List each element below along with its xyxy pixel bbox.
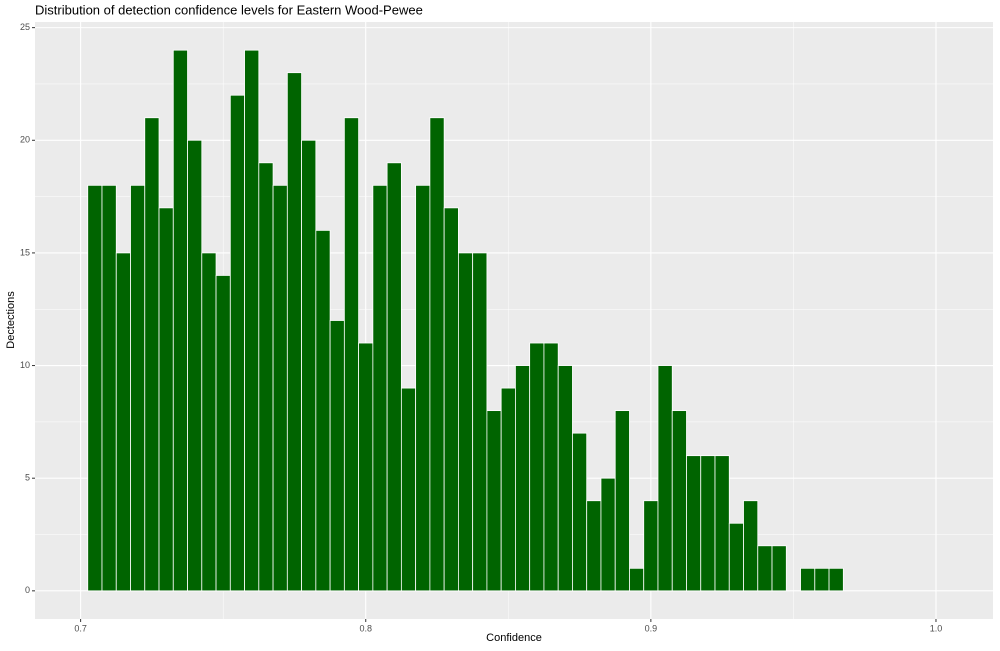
bar (500, 387, 516, 592)
bar (714, 455, 730, 592)
y-tick-label: 10 (20, 360, 30, 370)
bar (529, 342, 545, 592)
bar (771, 545, 787, 592)
y-tick-label: 25 (20, 22, 30, 32)
bar (472, 252, 488, 592)
bar (258, 162, 274, 592)
bar (415, 184, 431, 592)
bar (229, 94, 245, 592)
bar (358, 342, 374, 592)
bar (158, 207, 174, 592)
bar (728, 522, 744, 592)
bar (144, 117, 160, 592)
bar (130, 184, 146, 592)
bar (629, 567, 645, 592)
y-axis-label: Dectections (5, 291, 17, 349)
bar (515, 365, 531, 592)
bar (814, 567, 830, 592)
y-tick-label: 0 (25, 585, 30, 595)
bar (671, 410, 687, 592)
x-tick-label: 1.0 (930, 623, 943, 633)
bar (572, 432, 588, 592)
bar (244, 49, 260, 592)
bar (586, 500, 602, 592)
bar (400, 387, 417, 592)
y-tick-label: 5 (25, 473, 30, 483)
bar (543, 342, 559, 592)
y-tick-label: 20 (20, 135, 30, 145)
bar (828, 567, 844, 592)
bar (486, 410, 502, 592)
bar (272, 184, 288, 592)
bar (101, 184, 117, 592)
bar (557, 365, 573, 592)
bar (87, 184, 103, 592)
bar (700, 455, 716, 592)
bar (115, 252, 131, 592)
bar (301, 139, 317, 592)
bar (600, 477, 616, 592)
bar (614, 410, 630, 592)
bar (187, 139, 203, 592)
bar (743, 500, 759, 592)
chart-title: Distribution of detection confidence lev… (35, 2, 423, 17)
x-tick-label: 0.8 (359, 623, 372, 633)
bar (386, 162, 402, 592)
bar (657, 365, 673, 592)
bar (315, 229, 331, 592)
bar (643, 500, 659, 592)
bar (458, 252, 474, 592)
bar (443, 207, 459, 592)
bar (686, 455, 702, 592)
bar (286, 72, 302, 592)
bar (800, 567, 816, 592)
bar (329, 320, 345, 592)
x-tick-label: 0.9 (645, 623, 658, 633)
bar (429, 117, 445, 592)
x-tick-label: 0.7 (74, 623, 87, 633)
bar (757, 545, 773, 592)
y-tick-label: 15 (20, 247, 30, 257)
bar (372, 184, 388, 592)
x-axis-label: Confidence (486, 632, 542, 644)
bar (201, 252, 217, 592)
bar (215, 275, 231, 592)
bar (172, 49, 188, 592)
bar (343, 117, 360, 592)
